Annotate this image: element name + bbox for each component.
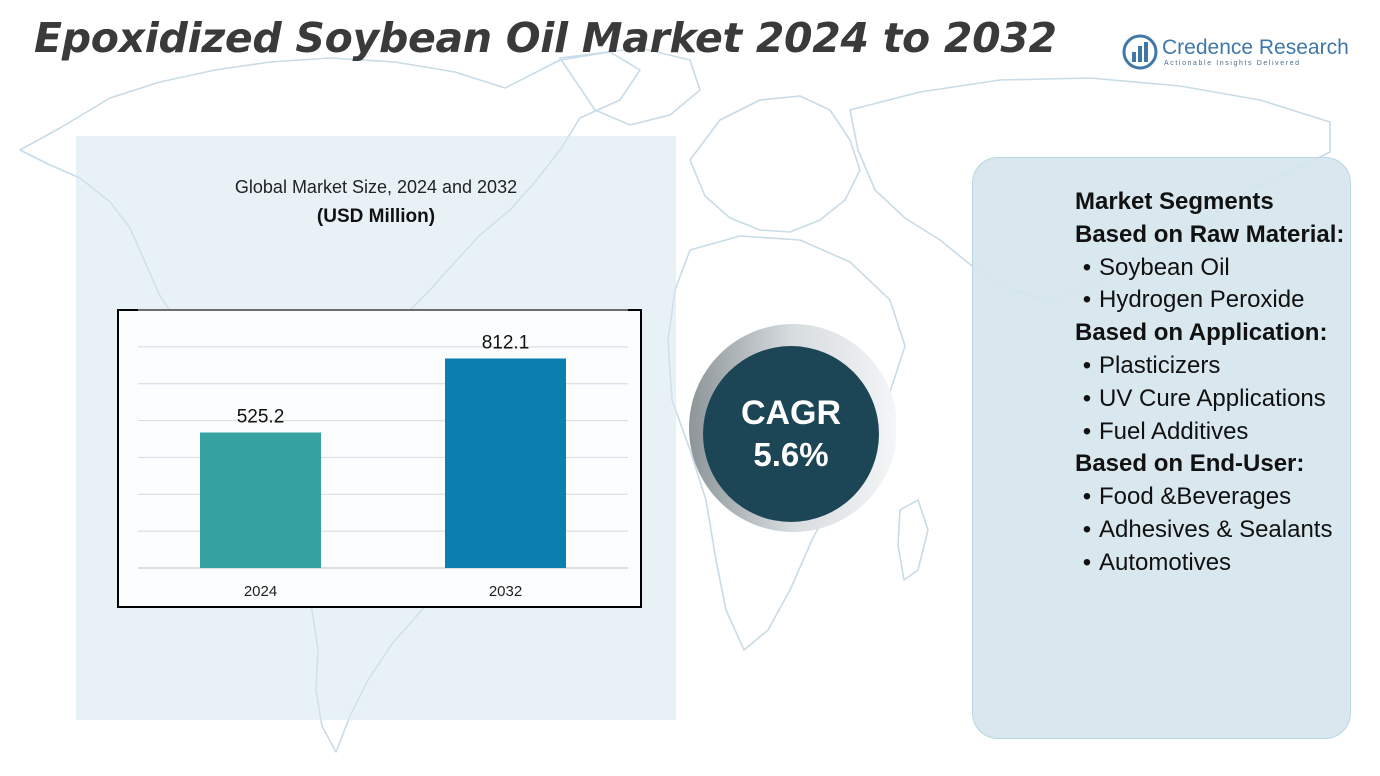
bullet-icon: • (1082, 483, 1092, 511)
segment-item: • UV Cure Applications (1075, 383, 1351, 416)
cagr-label: CAGR (740, 394, 842, 432)
chart-title: Global Market Size, 2024 and 2032 (234, 177, 518, 197)
segment-group-title: Based on End-User: (1075, 450, 1305, 478)
segment-group-title: Based on Raw Material: (1075, 220, 1345, 248)
europe-outline (689, 95, 861, 233)
x-tick-label-2032: 2032 (489, 583, 522, 600)
greenland-outline (559, 47, 701, 126)
market-segments-panel: Market Segments Based on Raw Material: •… (972, 157, 1351, 739)
africa-outline (667, 235, 906, 651)
cagr-badge: CAGR 5.6% (703, 346, 879, 522)
credence-research-logo[interactable]: Credence Research Actionable Insights De… (1122, 34, 1352, 74)
segments-heading: Market Segments (1075, 188, 1274, 215)
logo-tagline: Actionable Insights Delivered (1164, 60, 1301, 67)
chart-subtitle: (USD Million) (316, 206, 436, 227)
madagascar-outline (897, 499, 929, 581)
data-label-2024: 525.2 (237, 406, 285, 427)
segment-item: • Food &Beverages (1075, 481, 1351, 514)
segment-item: • Automotives (1075, 547, 1351, 580)
segment-item: • Fuel Additives (1075, 416, 1351, 449)
segments-list: Market Segments Based on Raw Material: •… (1075, 186, 1351, 580)
cagr-value: 5.6% (753, 436, 829, 473)
market-size-chart-panel: Global Market Size, 2024 and 2032 (USD M… (76, 136, 676, 720)
page-title: Epoxidized Soybean Oil Market 2024 to 20… (34, 14, 1057, 62)
bullet-icon: • (1082, 351, 1092, 379)
segment-item: • Hydrogen Peroxide (1075, 284, 1351, 317)
x-tick-label-2024: 2024 (244, 583, 277, 600)
segment-group-title: Based on Application: (1075, 319, 1328, 347)
bullet-icon: • (1082, 515, 1092, 543)
segment-item: • Adhesives & Sealants (1075, 514, 1351, 547)
segment-item: • Soybean Oil (1075, 252, 1351, 285)
bar-chart-logo-icon (1122, 34, 1158, 70)
bar-chart: 525.2 812.1 2024 2032 (117, 309, 642, 608)
segment-item: • Plasticizers (1075, 350, 1351, 383)
bullet-icon: • (1082, 253, 1092, 281)
bullet-icon: • (1082, 384, 1092, 412)
bullet-icon: • (1082, 286, 1092, 314)
bullet-icon: • (1082, 548, 1092, 576)
bar-2032 (445, 358, 566, 568)
data-label-2032: 812.1 (482, 332, 530, 353)
logo-name: Credence Research (1162, 36, 1349, 59)
bullet-icon: • (1082, 417, 1092, 445)
bar-2024 (200, 432, 321, 568)
